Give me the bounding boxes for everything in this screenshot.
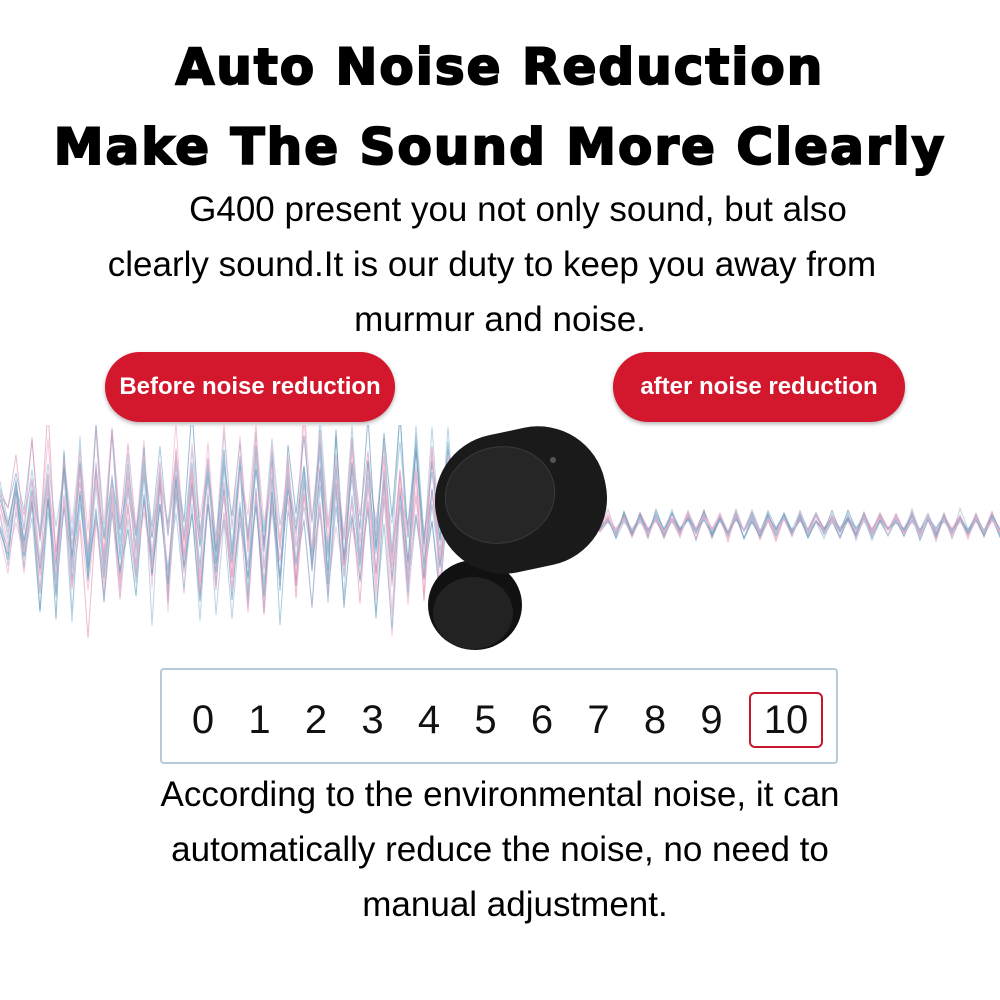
after-label: after noise reduction bbox=[613, 352, 905, 422]
title: Auto Noise Reduction bbox=[175, 37, 825, 97]
level: 2 bbox=[304, 698, 328, 742]
subtitle: Make The Sound More Clearly bbox=[53, 117, 947, 177]
intro-line: murmur and noise. bbox=[354, 300, 646, 339]
level: 7 bbox=[587, 698, 610, 742]
caption-line: According to the environmental noise, it… bbox=[160, 775, 840, 814]
level: 8 bbox=[643, 698, 667, 742]
level: 1 bbox=[248, 698, 271, 742]
sound-waves bbox=[0, 425, 1000, 650]
level: 0 bbox=[191, 698, 215, 742]
level: 10 bbox=[749, 692, 823, 748]
level: 3 bbox=[361, 698, 384, 742]
level: 4 bbox=[417, 698, 441, 742]
caption-line: automatically reduce the noise, no need … bbox=[171, 830, 829, 869]
earbud bbox=[428, 426, 608, 650]
level: 5 bbox=[474, 698, 497, 742]
level: 6 bbox=[530, 698, 554, 742]
level-scale: 0 1 2 3 4 5 6 7 8 9 10 bbox=[160, 668, 838, 764]
before-label: Before noise reduction bbox=[105, 352, 395, 422]
intro-line: clearly sound.It is our duty to keep you… bbox=[107, 245, 877, 284]
level: 9 bbox=[700, 698, 723, 742]
intro-line: G400 present you not only sound, but als… bbox=[189, 190, 847, 229]
caption-line: manual adjustment. bbox=[362, 885, 668, 924]
